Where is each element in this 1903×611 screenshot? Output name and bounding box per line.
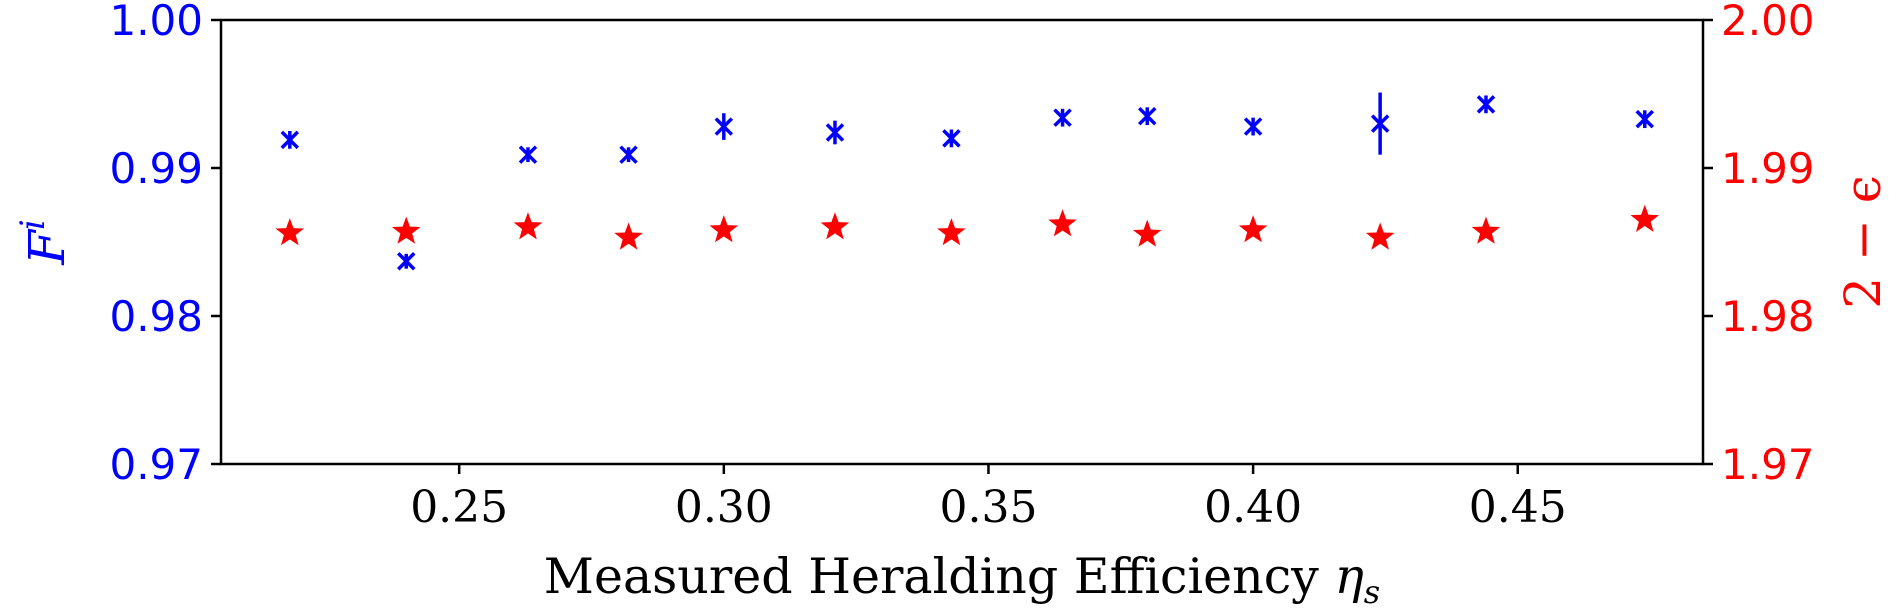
star-point (1238, 215, 1268, 243)
star-point (1471, 216, 1501, 244)
x-marker-stroke (942, 129, 961, 148)
right-y-tick-label: 1.97 (1721, 440, 1815, 489)
fidelity-point (1635, 109, 1655, 129)
x-marker-stroke (397, 252, 416, 271)
x-marker-stroke (714, 117, 734, 136)
x-marker-stroke (518, 145, 538, 164)
x-marker-stroke (1370, 114, 1390, 133)
x-axis-label-text: Measured Heralding Efficiency (544, 548, 1319, 605)
plot-frame (219, 18, 1705, 466)
x-marker-stroke (619, 145, 638, 164)
star-point (391, 216, 421, 244)
fidelity-point (942, 129, 961, 148)
star-point (513, 212, 543, 240)
fidelity-point (280, 130, 300, 150)
x-marker-stroke (1635, 109, 1655, 129)
right-y-axis-label: 2 − ϵ (1834, 175, 1892, 309)
fidelity-point (1370, 92, 1390, 155)
x-axis-label-symbol: η (1334, 548, 1363, 605)
left-y-axis: 0.97 0.98 0.99 1.00 (109, 0, 221, 489)
x-marker-stroke (825, 123, 845, 142)
star-point (937, 218, 966, 246)
x-marker-stroke (1138, 106, 1157, 126)
x-axis-label: Measured Heralding Efficiency ηs (544, 548, 1380, 611)
right-y-tick-label: 1.99 (1721, 144, 1815, 193)
right-y-tick-label: 1.98 (1721, 292, 1815, 341)
fidelity-point (714, 113, 734, 140)
left-y-tick-label: 1.00 (109, 0, 203, 45)
plot-area (275, 92, 1660, 271)
star-point (709, 215, 739, 243)
x-tick-label: 0.25 (410, 482, 508, 533)
right-y-axis: 1.97 1.98 1.99 2.00 (1703, 0, 1815, 489)
fidelity-point (1053, 108, 1072, 127)
fidelity-point (518, 145, 538, 164)
fidelity-point (397, 252, 416, 271)
x-tick-label: 0.45 (1469, 482, 1567, 533)
x-marker-stroke (1476, 95, 1496, 114)
star-point (1365, 222, 1395, 250)
star-point (820, 212, 850, 240)
star-point (1132, 219, 1162, 247)
x-marker-stroke (1243, 117, 1263, 136)
x-tick-label: 0.35 (939, 482, 1037, 533)
left-y-tick-label: 0.97 (109, 440, 203, 489)
fidelity-point (1476, 95, 1496, 114)
star-point (275, 218, 305, 246)
x-axis-label-subscript: s (1364, 573, 1380, 611)
x-tick-label: 0.30 (675, 482, 773, 533)
left-y-axis-label-main: F (18, 228, 76, 266)
left-y-axis-label-superscript: i (13, 219, 53, 230)
x-tick-label: 0.40 (1204, 482, 1302, 533)
x-marker-stroke (1053, 108, 1072, 127)
fidelity-point (1243, 117, 1263, 136)
x-axis: 0.25 0.30 0.35 0.40 0.45 (410, 464, 1567, 533)
left-y-axis-label: Fi (13, 219, 76, 266)
left-y-tick-label: 0.99 (109, 144, 203, 193)
x-marker-stroke (280, 130, 300, 150)
fidelity-point (619, 145, 638, 164)
star-point (614, 222, 643, 250)
fidelity-point (825, 120, 845, 145)
star-point (1630, 204, 1660, 232)
right-y-tick-label: 2.00 (1721, 0, 1815, 45)
fidelity-point (1138, 106, 1157, 126)
star-point (1048, 209, 1077, 237)
left-y-tick-label: 0.98 (109, 292, 203, 341)
